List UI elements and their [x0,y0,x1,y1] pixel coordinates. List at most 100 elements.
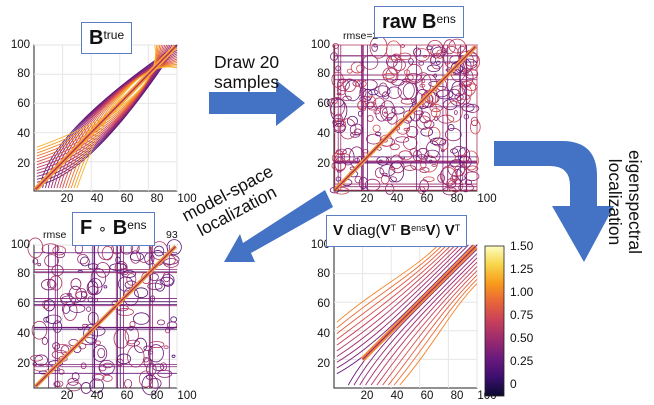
colorbar-tick: 1.00 [510,285,534,299]
title-superscript: true [103,28,125,42]
contour-line [36,44,178,186]
contour-blob [395,136,410,143]
contour-blob [44,254,59,268]
panel-eigen: 100 80 60 40 20 20 40 60 80 100 [300,200,540,405]
colorbar-tick: 1.25 [510,262,534,276]
contour-blob [415,89,431,110]
contour-blob [470,119,481,135]
eigen-plot [333,244,478,389]
contour-blob [77,253,89,265]
contour-blob [437,173,446,183]
y-tick: 100 [310,239,330,251]
contour-blob [346,68,353,74]
contour-blob [27,237,44,259]
contour-blob [133,337,148,353]
contour-blob [416,115,432,130]
title-v4: V [444,222,455,239]
y-tick: 40 [317,328,330,340]
contour-blob [431,164,437,167]
contour-line [42,46,178,189]
title-operator: ∘ [97,221,108,238]
colorbar-tick: 0 [510,377,517,391]
contour-line [39,44,178,189]
x-tick: 60 [420,390,434,402]
contour-blob [402,82,419,100]
contour-blob [148,344,164,363]
contour-blob [52,342,61,350]
contour-blob [429,137,446,146]
y-tick: 80 [317,268,330,280]
contour-blob [330,98,348,123]
contour-blob [383,111,388,114]
contour-blob [386,157,392,164]
contour-blob [157,319,165,326]
contour-blob [102,362,113,369]
contour-group [36,44,178,189]
contour-line [36,44,176,183]
contour-blob [102,374,113,382]
contour-line [36,44,156,148]
y-tick: 40 [317,128,330,140]
contour-blob [406,63,423,83]
arrow-model-space-icon [224,190,333,262]
contour-blob [87,311,99,325]
contour-blob [389,143,400,151]
contour-blob [86,306,92,312]
colorbar-tick: 0.25 [510,354,534,368]
contour-blob [398,52,412,61]
diagonal-line [34,45,177,191]
contour-blob [124,325,139,345]
contour-blob [147,282,163,290]
contour-blob [128,326,134,331]
contour-blob [391,78,405,86]
contour-blob [382,91,390,100]
title-superscript: ens [436,12,456,26]
contour-blob [163,345,169,350]
contour-blob [116,308,134,316]
contour-blob [101,245,114,261]
contour-blob [80,362,87,370]
contour-blob [447,124,455,132]
y-tick: 100 [10,39,30,51]
title-close: ) [435,222,445,239]
title-b: B [396,222,412,239]
x-tick: 20 [360,390,374,402]
colorbar-tick: 0.75 [510,308,534,322]
contour-blob [463,150,479,171]
contour-group [326,35,481,196]
contour-blob [52,245,66,256]
contour-blob [346,115,358,127]
contour-blob [419,179,429,193]
colorbar-tick: 1.50 [510,239,534,253]
contour-blob [342,95,352,102]
contour-line [336,244,456,346]
contour-blob [71,372,80,381]
title-sup-ens: ens [411,223,426,233]
contour-blob [373,109,381,115]
contour-blob [445,100,463,123]
contour-line [336,244,452,340]
contour-line [336,244,448,335]
contour-blob [58,369,65,375]
title-symbol: F [80,217,93,239]
x-tick: 100 [177,193,197,205]
contour-blob [378,82,389,96]
contour-blob [436,60,441,66]
contour-line [382,270,478,386]
contour-blob [408,58,414,65]
note-line: localization [605,158,626,246]
contour-blob [456,93,471,105]
x-tick: 60 [120,193,134,205]
contour-blob [89,378,104,394]
contour-blob [387,54,403,75]
contour-blob [171,354,176,358]
contour-line [399,283,478,386]
contour-blob [67,377,79,386]
y-tick: 20 [317,358,330,370]
note-line: Draw 20 [214,52,280,72]
contour-blob [426,45,433,51]
contour-line [387,274,478,386]
contour-blob [433,73,438,78]
contour-blob [450,148,459,154]
